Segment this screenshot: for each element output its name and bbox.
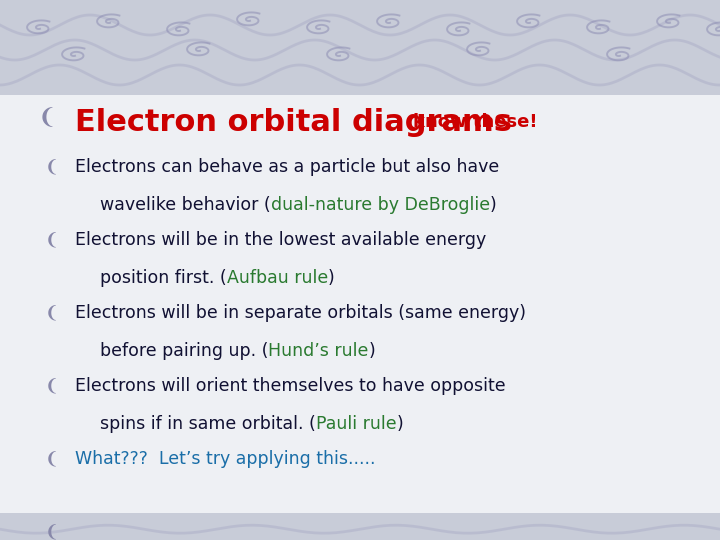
Text: wavelike behavior (: wavelike behavior ( bbox=[100, 196, 271, 214]
Text: ❨: ❨ bbox=[45, 303, 59, 321]
Text: before pairing up. (: before pairing up. ( bbox=[100, 342, 269, 360]
Text: ❨: ❨ bbox=[45, 376, 59, 394]
Text: ❨: ❨ bbox=[37, 108, 56, 128]
Text: ❨: ❨ bbox=[45, 157, 59, 175]
Text: ❨: ❨ bbox=[45, 449, 59, 467]
Text: Electrons will be in separate orbitals (same energy): Electrons will be in separate orbitals (… bbox=[75, 304, 526, 322]
Text: ❨: ❨ bbox=[45, 522, 59, 540]
Text: What???  Let’s try applying this.....: What??? Let’s try applying this..... bbox=[75, 450, 376, 468]
Text: ): ) bbox=[397, 415, 403, 433]
Text: know these!: know these! bbox=[413, 113, 538, 131]
Text: spins if in same orbital. (: spins if in same orbital. ( bbox=[100, 415, 316, 433]
Text: Aufbau rule: Aufbau rule bbox=[227, 269, 328, 287]
Text: dual-nature by DeBroglie: dual-nature by DeBroglie bbox=[271, 196, 490, 214]
Text: position first. (: position first. ( bbox=[100, 269, 227, 287]
Text: ): ) bbox=[328, 269, 335, 287]
Text: Electrons will be in the lowest available energy: Electrons will be in the lowest availabl… bbox=[75, 231, 486, 249]
Text: ): ) bbox=[369, 342, 376, 360]
Text: ): ) bbox=[490, 196, 497, 214]
Text: Electrons will orient themselves to have opposite: Electrons will orient themselves to have… bbox=[75, 377, 505, 395]
Bar bbox=[0, 94, 720, 513]
Bar bbox=[0, 0, 720, 94]
Bar bbox=[0, 513, 720, 540]
Text: Pauli rule: Pauli rule bbox=[316, 415, 397, 433]
Text: ❨: ❨ bbox=[45, 230, 59, 248]
Text: Electrons can behave as a particle but also have: Electrons can behave as a particle but a… bbox=[75, 158, 499, 176]
Text: Hund’s rule: Hund’s rule bbox=[269, 342, 369, 360]
Text: Electron orbital diagrams: Electron orbital diagrams bbox=[75, 108, 512, 137]
